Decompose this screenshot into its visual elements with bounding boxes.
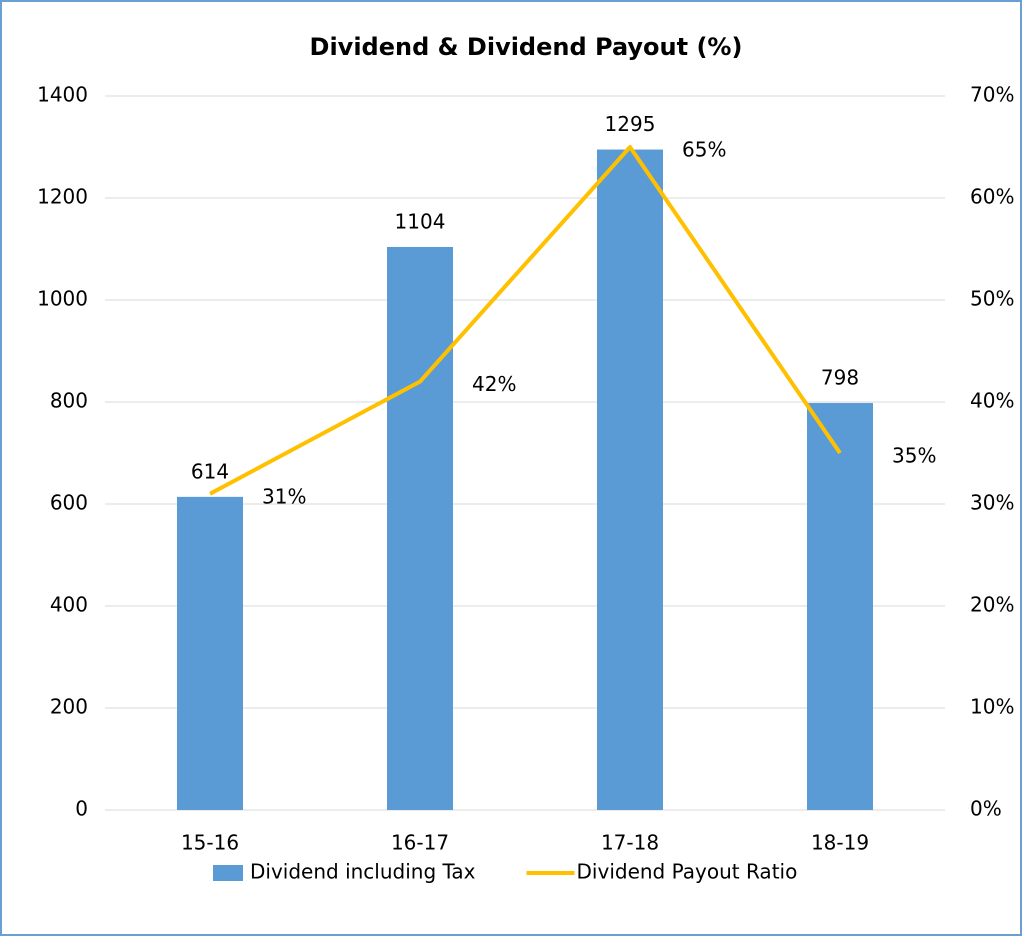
legend-label: Dividend including Tax bbox=[250, 860, 476, 884]
y-tick-label: 1000 bbox=[37, 287, 88, 311]
x-tick-label: 16-17 bbox=[391, 831, 449, 855]
bar bbox=[807, 403, 873, 810]
y-tick-label: 600 bbox=[50, 491, 88, 515]
y-tick-label: 400 bbox=[50, 593, 88, 617]
bar-value-label: 1295 bbox=[605, 112, 656, 136]
line-value-label: 65% bbox=[682, 138, 726, 162]
y2-tick-label: 20% bbox=[970, 593, 1014, 617]
chart-title: Dividend & Dividend Payout (%) bbox=[310, 33, 743, 61]
y-tick-label: 0 bbox=[75, 797, 88, 821]
line-value-label: 42% bbox=[472, 372, 516, 396]
y-tick-label: 200 bbox=[50, 695, 88, 719]
y2-tick-label: 70% bbox=[970, 83, 1014, 107]
y-tick-label: 800 bbox=[50, 389, 88, 413]
x-tick-label: 17-18 bbox=[601, 831, 659, 855]
bar-value-label: 1104 bbox=[395, 209, 446, 233]
y2-tick-label: 0% bbox=[970, 797, 1002, 821]
y-tick-label: 1200 bbox=[37, 185, 88, 209]
bar bbox=[387, 246, 453, 810]
bar-value-label: 614 bbox=[191, 459, 229, 483]
line bbox=[209, 145, 842, 496]
legend-swatch bbox=[213, 865, 243, 881]
y2-tick-label: 30% bbox=[970, 491, 1014, 515]
line-value-label: 35% bbox=[892, 444, 936, 468]
bar bbox=[177, 496, 243, 810]
bar-value-label: 798 bbox=[821, 366, 859, 390]
y2-tick-label: 10% bbox=[970, 695, 1014, 719]
y2-tick-label: 60% bbox=[970, 185, 1014, 209]
line-value-label: 31% bbox=[262, 484, 306, 508]
legend-label: Dividend Payout Ratio bbox=[577, 860, 798, 884]
x-tick-label: 18-19 bbox=[811, 831, 869, 855]
bar bbox=[597, 149, 663, 811]
x-tick-label: 15-16 bbox=[181, 831, 239, 855]
y2-tick-label: 50% bbox=[970, 287, 1014, 311]
y-tick-label: 1400 bbox=[37, 83, 88, 107]
y2-tick-label: 40% bbox=[970, 389, 1014, 413]
